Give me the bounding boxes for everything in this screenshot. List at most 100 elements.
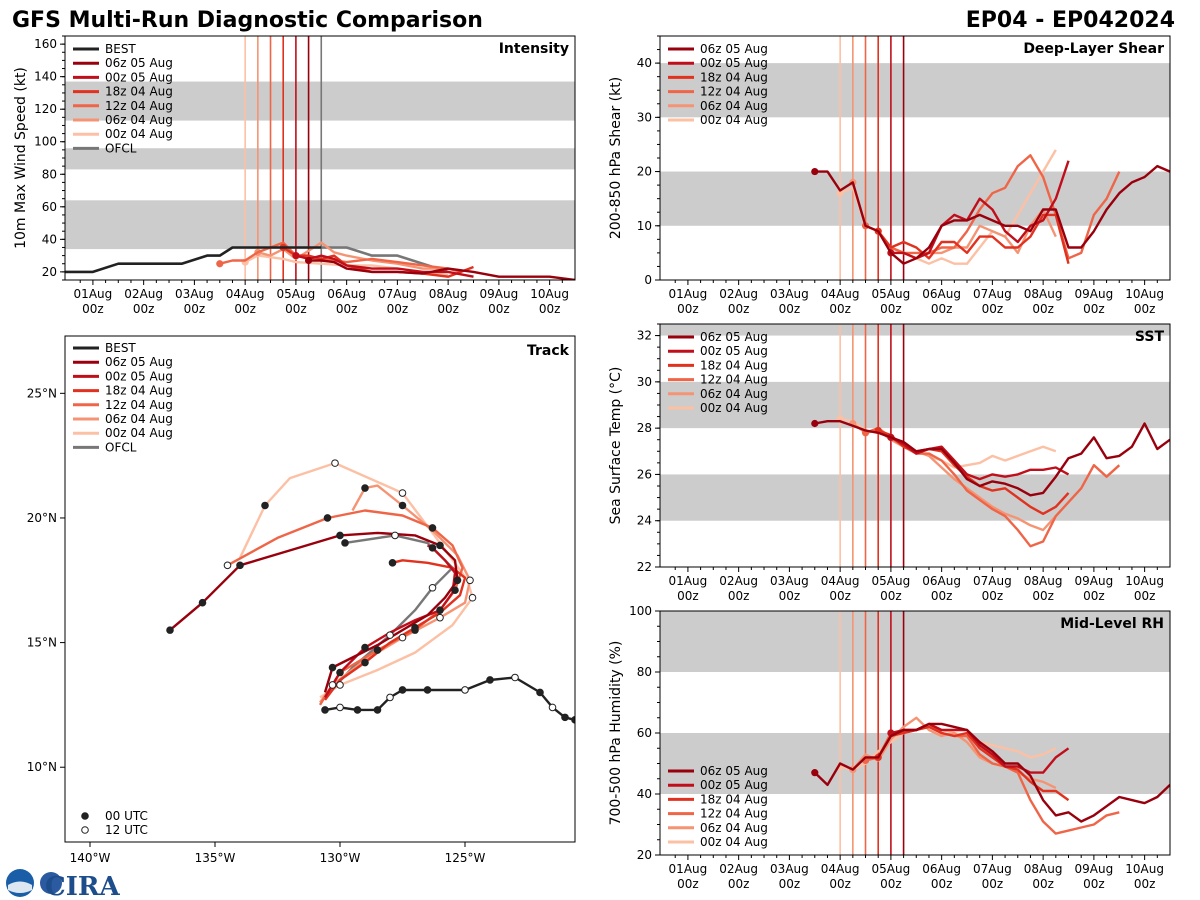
series-start-point bbox=[304, 256, 313, 265]
x-tick-sublabel: 00z bbox=[488, 302, 510, 316]
x-tick-label: 10Aug bbox=[1125, 862, 1164, 876]
legend-label: 06z 04 Aug bbox=[700, 821, 768, 835]
x-tick-sublabel: 00z bbox=[931, 302, 953, 316]
x-tick-sublabel: 00z bbox=[779, 302, 801, 316]
series-line-06z-05-Aug bbox=[814, 164, 1170, 265]
storm-id: EP04 - EP042024 bbox=[966, 8, 1175, 33]
x-tick-sublabel: 00z bbox=[184, 302, 206, 316]
track-point-00utc bbox=[398, 686, 407, 694]
series-line-06z-05-Aug bbox=[813, 722, 1170, 823]
legend-label: 00z 05 Aug bbox=[700, 344, 768, 358]
panel-title: Deep-Layer Shear bbox=[1023, 41, 1164, 57]
legend-label: 06z 04 Aug bbox=[105, 412, 173, 426]
x-tick-sublabel: 00z bbox=[234, 302, 256, 316]
gray-band bbox=[660, 381, 1170, 429]
x-tick-sublabel: 00z bbox=[1083, 877, 1105, 891]
x-tick-label: 04Aug bbox=[821, 287, 860, 301]
x-tick-sublabel: 00z bbox=[728, 302, 750, 316]
x-tick-sublabel: 00z bbox=[779, 589, 801, 603]
x-tick-sublabel: 00z bbox=[829, 589, 851, 603]
legend-label: BEST bbox=[105, 341, 136, 355]
series-line-06z-05-Aug bbox=[308, 259, 575, 280]
x-tick-label: 07Aug bbox=[973, 862, 1012, 876]
x-tick-label: 140°W bbox=[70, 851, 111, 865]
gray-band bbox=[65, 200, 575, 250]
y-tick-label: 40 bbox=[637, 56, 652, 70]
x-tick-label: 04Aug bbox=[226, 287, 265, 301]
x-tick-label: 04Aug bbox=[821, 574, 860, 588]
y-tick-label: 25°N bbox=[27, 386, 57, 400]
track-point-12utc bbox=[223, 561, 232, 570]
cira-globe-icon bbox=[40, 872, 62, 894]
track-point-00utc bbox=[373, 646, 382, 654]
y-axis-label: 200-850 hPa Shear (kt) bbox=[608, 77, 624, 239]
track-point-12utc bbox=[436, 613, 444, 622]
legend-label: 00z 05 Aug bbox=[700, 56, 768, 70]
series-start-point bbox=[811, 167, 819, 176]
svg-text:CIRA: CIRA bbox=[45, 872, 120, 900]
y-tick-label: 140 bbox=[34, 70, 57, 84]
x-tick-sublabel: 00z bbox=[931, 877, 953, 891]
y-tick-label: 20 bbox=[637, 848, 652, 862]
x-tick-sublabel: 00z bbox=[982, 589, 1004, 603]
track-point-00utc bbox=[436, 541, 444, 550]
y-tick-label: 20°N bbox=[27, 511, 57, 525]
track-point-00utc bbox=[361, 484, 369, 492]
y-tick-label: 160 bbox=[34, 37, 57, 51]
x-tick-label: 06Aug bbox=[922, 574, 961, 588]
x-tick-label: 02Aug bbox=[719, 574, 758, 588]
track-line-18z-04-Aug bbox=[324, 559, 467, 701]
x-tick-label: 07Aug bbox=[378, 287, 417, 301]
x-tick-sublabel: 00z bbox=[539, 302, 561, 316]
y-tick-label: 10 bbox=[637, 219, 652, 233]
x-tick-sublabel: 00z bbox=[728, 877, 750, 891]
track-point-00utc bbox=[328, 663, 337, 672]
x-tick-sublabel: 00z bbox=[82, 302, 104, 316]
x-tick-label: 09Aug bbox=[480, 287, 519, 301]
panel-sst: 22242628303201Aug00z02Aug00z03Aug00z04Au… bbox=[608, 323, 1171, 603]
x-tick-sublabel: 00z bbox=[1032, 877, 1054, 891]
track-line-06z-05-Aug bbox=[169, 531, 459, 693]
x-tick-sublabel: 00z bbox=[1083, 589, 1105, 603]
x-tick-sublabel: 00z bbox=[1134, 302, 1156, 316]
track-point-00utc bbox=[398, 501, 407, 510]
x-tick-label: 130°W bbox=[320, 851, 361, 865]
legend-00utc-marker bbox=[81, 812, 89, 820]
x-tick-sublabel: 00z bbox=[1032, 302, 1054, 316]
y-axis-label: 700-500 hPa Humidity (%) bbox=[608, 641, 624, 826]
track-point-00utc bbox=[561, 713, 569, 722]
track-point-00utc bbox=[198, 598, 207, 607]
x-tick-label: 05Aug bbox=[277, 287, 316, 301]
track-point-12utc bbox=[466, 576, 474, 585]
y-tick-label: 20 bbox=[637, 165, 652, 179]
x-tick-label: 09Aug bbox=[1075, 574, 1114, 588]
legend-label: OFCL bbox=[105, 440, 137, 454]
x-tick-sublabel: 00z bbox=[285, 302, 307, 316]
x-tick-label: 05Aug bbox=[872, 574, 911, 588]
figure-title: GFS Multi-Run Diagnostic Comparison bbox=[12, 8, 483, 33]
x-tick-sublabel: 00z bbox=[880, 302, 902, 316]
x-tick-label: 02Aug bbox=[719, 287, 758, 301]
x-tick-label: 04Aug bbox=[821, 862, 860, 876]
legend-label: 06z 05 Aug bbox=[105, 56, 173, 70]
gray-band bbox=[65, 148, 575, 170]
x-tick-label: 08Aug bbox=[1024, 574, 1063, 588]
legend-label: 18z 04 Aug bbox=[700, 792, 768, 806]
series-start-point bbox=[811, 769, 819, 777]
y-tick-label: 10°N bbox=[27, 760, 57, 774]
y-tick-label: 30 bbox=[637, 375, 652, 389]
track-point-12utc bbox=[398, 489, 407, 497]
legend-label: 00z 04 Aug bbox=[105, 426, 173, 440]
y-tick-label: 15°N bbox=[27, 636, 57, 650]
plot-frame bbox=[64, 335, 576, 843]
panel-title: Intensity bbox=[499, 41, 569, 57]
y-tick-label: 0 bbox=[644, 273, 652, 287]
y-tick-label: 80 bbox=[42, 167, 57, 181]
legend-label: 12z 04 Aug bbox=[105, 99, 173, 113]
x-tick-label: 09Aug bbox=[1075, 287, 1114, 301]
